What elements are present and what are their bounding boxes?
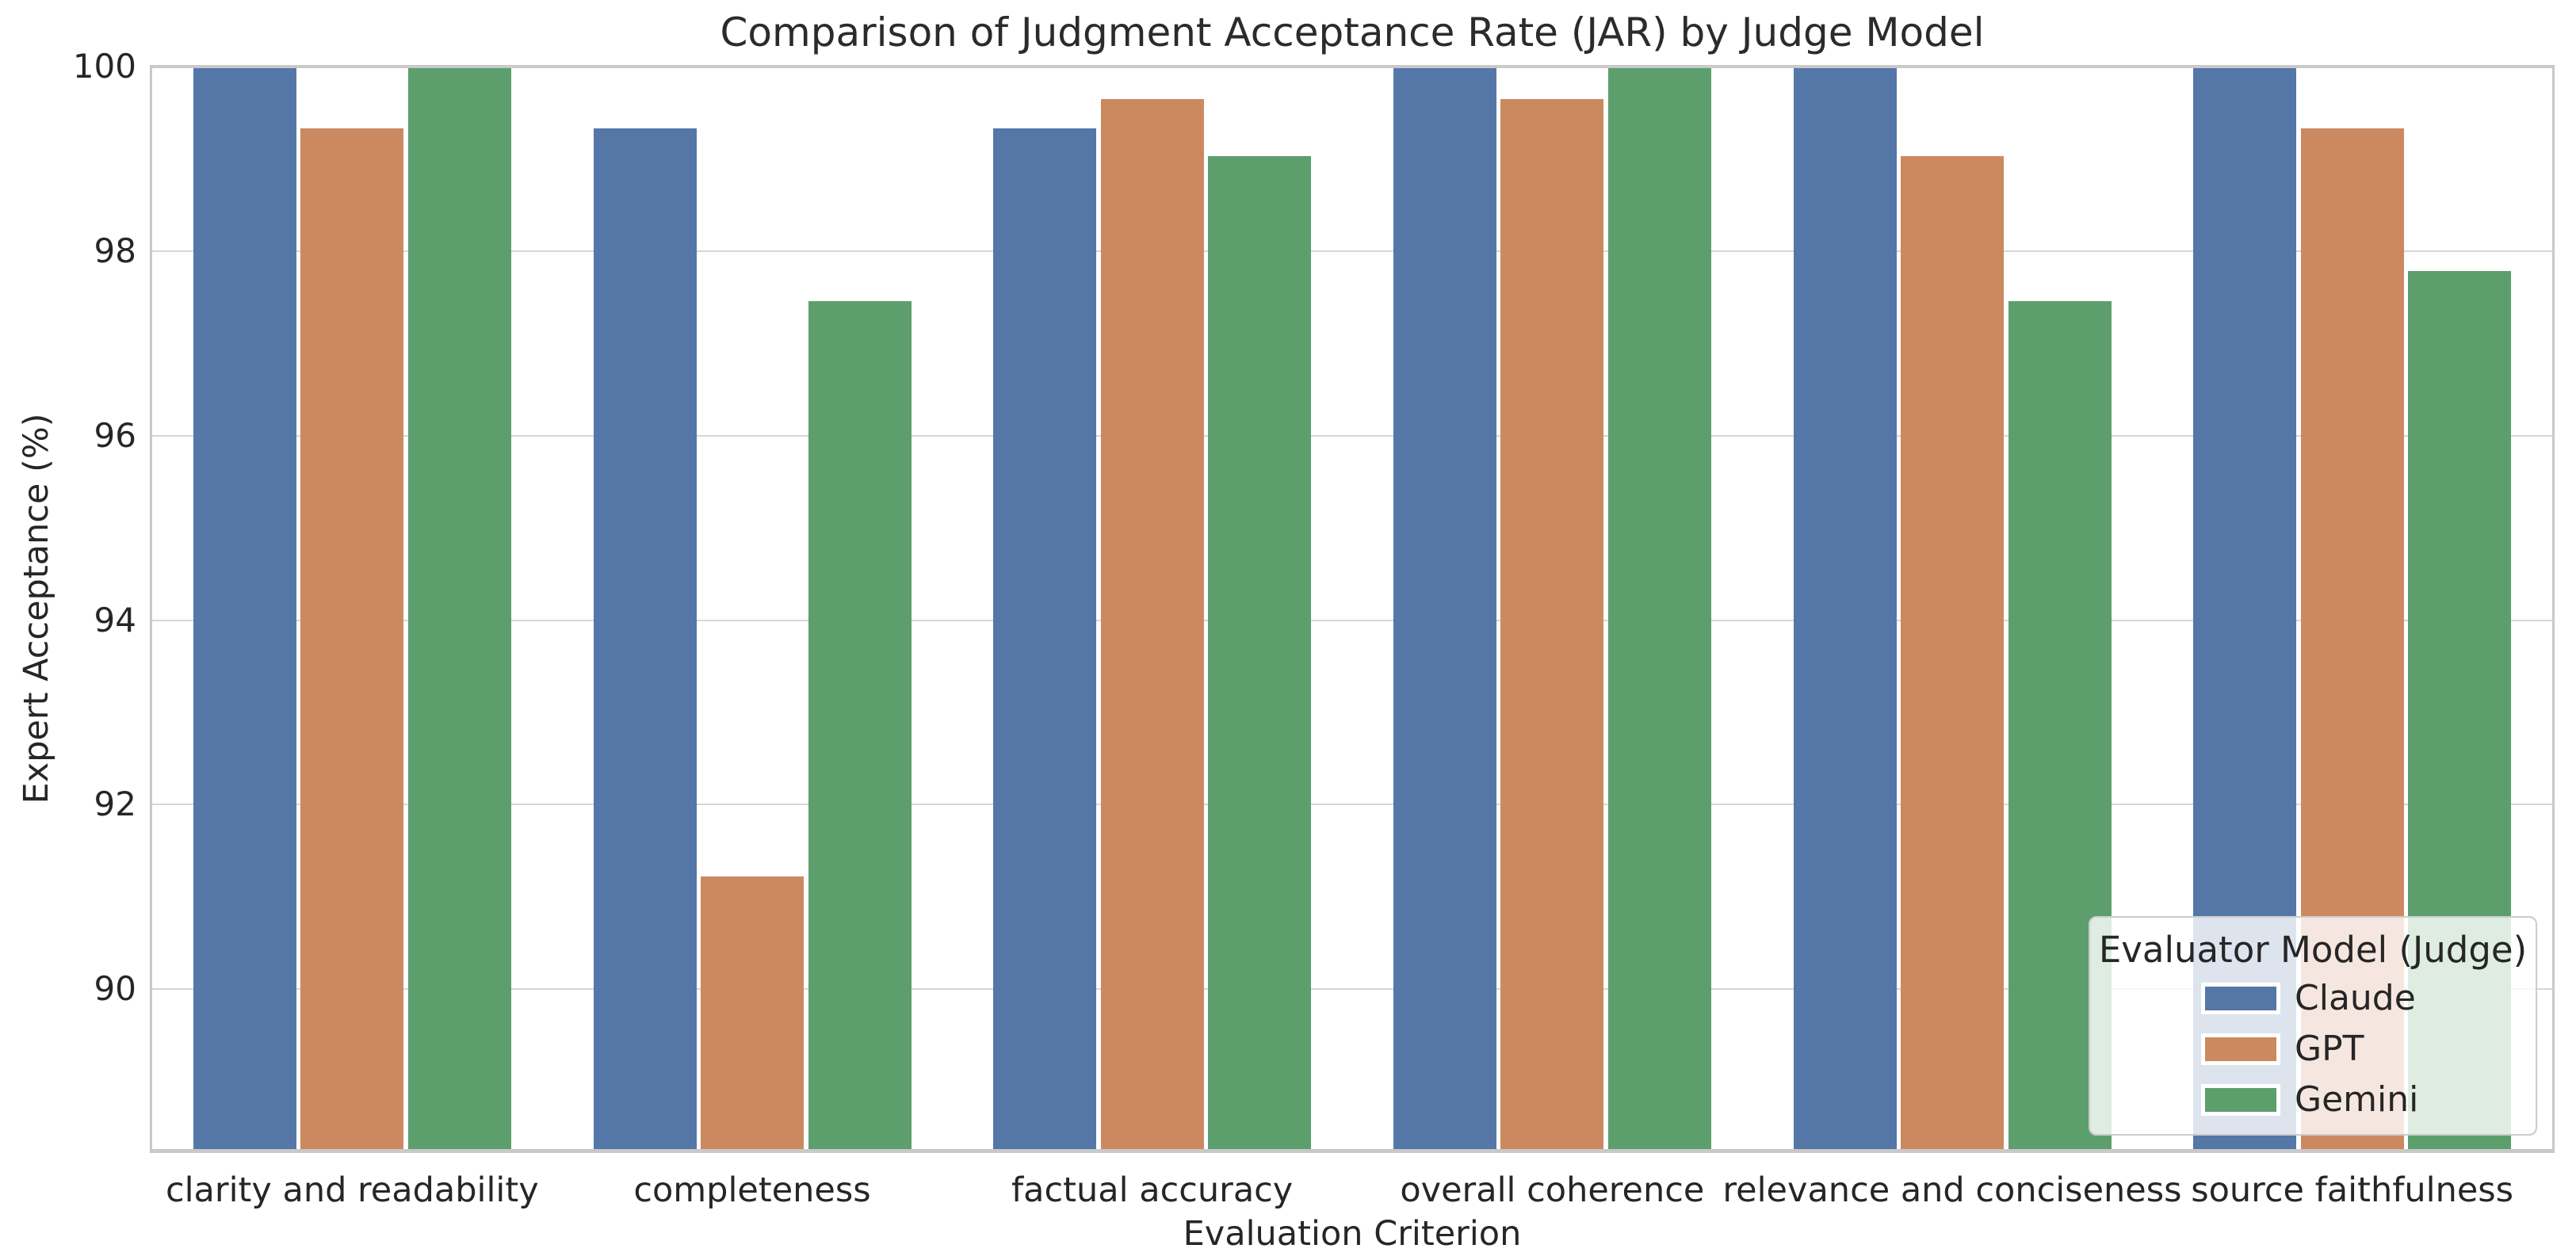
legend-swatch-claude: [2201, 983, 2280, 1014]
gridline-y-96: [152, 434, 2552, 437]
bar-claude-overall-coherence: [1393, 67, 1496, 1151]
y-tick-label-94: 94: [94, 600, 136, 640]
legend-item-gpt: GPT: [2201, 1029, 2364, 1069]
legend-swatch-gemini: [2201, 1084, 2280, 1116]
bar-gpt-overall-coherence: [1500, 98, 1604, 1151]
bar-gpt-factual-accuracy: [1100, 98, 1204, 1151]
y-tick-label-96: 96: [94, 415, 136, 455]
legend-item-claude: Claude: [2201, 978, 2416, 1018]
x-tick-label-relevance-and-conciseness: relevance and conciseness: [1722, 1170, 2182, 1210]
bar-claude-factual-accuracy: [993, 128, 1097, 1151]
bar-claude-completeness: [593, 128, 697, 1151]
bar-gemini-completeness: [808, 300, 912, 1151]
y-tick-label-90: 90: [94, 969, 136, 1009]
axis-spine-left: [150, 65, 152, 1153]
gridline-y-94: [152, 619, 2552, 621]
axis-spine-top: [150, 65, 2555, 68]
legend-item-gemini: Gemini: [2201, 1079, 2419, 1120]
bar-gpt-clarity-and-readability: [300, 128, 404, 1151]
y-tick-label-98: 98: [94, 231, 136, 270]
x-tick-label-source-faithfulness: source faithfulness: [2191, 1170, 2514, 1210]
bar-claude-relevance-and-conciseness: [1793, 67, 1897, 1151]
legend-swatch-gpt: [2201, 1033, 2280, 1065]
axis-spine-right: [2552, 65, 2555, 1153]
x-tick-label-completeness: completeness: [633, 1170, 871, 1210]
x-tick-label-factual-accuracy: factual accuracy: [1011, 1170, 1294, 1210]
x-axis-label: Evaluation Criterion: [1183, 1214, 1522, 1254]
axis-spine-bottom: [150, 1149, 2555, 1153]
bar-claude-clarity-and-readability: [193, 67, 296, 1151]
plot-area: [152, 67, 2552, 1151]
bar-gpt-relevance-and-conciseness: [1901, 155, 2004, 1151]
gridline-y-98: [152, 250, 2552, 252]
bar-gemini-factual-accuracy: [1208, 155, 1312, 1151]
y-tick-label-100: 100: [72, 47, 136, 86]
bar-gemini-clarity-and-readability: [407, 67, 511, 1151]
chart-title: Comparison of Judgment Acceptance Rate (…: [720, 10, 1985, 55]
legend-title: Evaluator Model (Judge): [2098, 929, 2528, 971]
y-tick-label-92: 92: [94, 785, 136, 824]
gridline-y-92: [152, 804, 2552, 806]
gridline-y-90: [152, 988, 2552, 991]
x-tick-label-overall-coherence: overall coherence: [1400, 1170, 1705, 1210]
bar-gpt-completeness: [701, 876, 804, 1151]
x-tick-label-clarity-and-readability: clarity and readability: [165, 1170, 539, 1210]
bar-gemini-overall-coherence: [1607, 67, 1711, 1151]
legend-item-label-claude: Claude: [2295, 978, 2416, 1018]
legend-item-label-gpt: GPT: [2295, 1029, 2364, 1069]
legend-item-label-gemini: Gemini: [2295, 1079, 2419, 1120]
legend: Evaluator Model (Judge) Claude GPT Gemini: [2089, 916, 2537, 1136]
